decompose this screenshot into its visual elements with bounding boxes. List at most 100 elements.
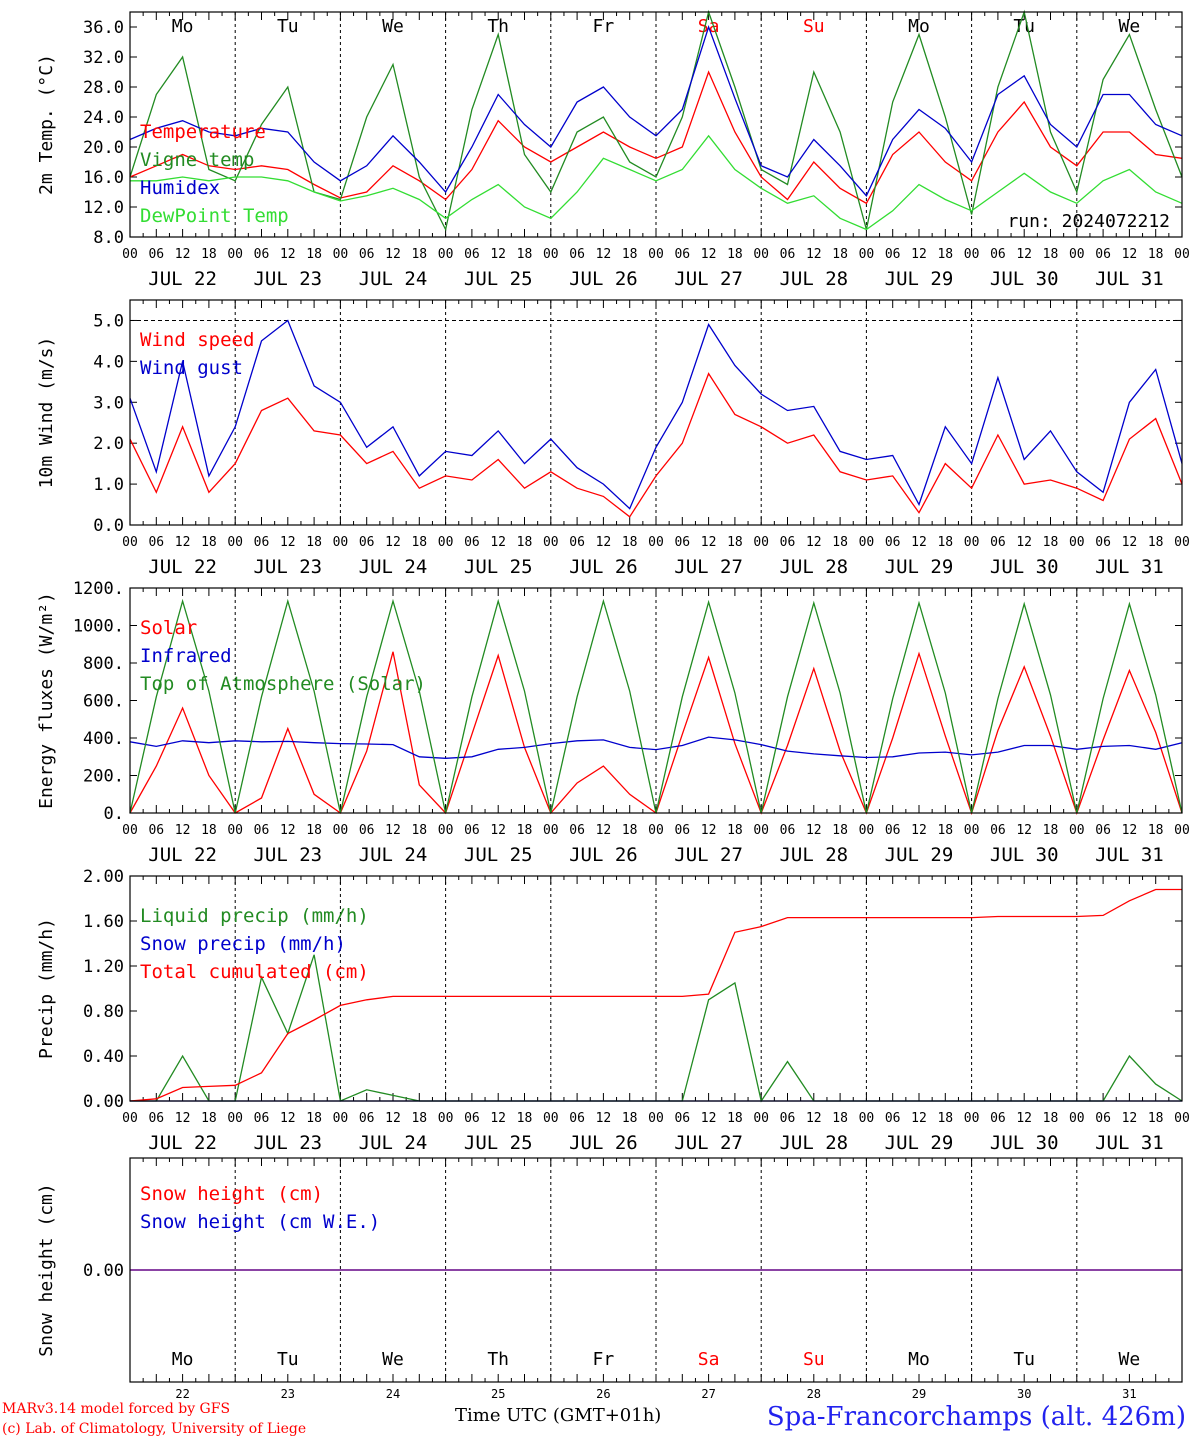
x-hour-label: 18 (727, 247, 743, 262)
y-tick-label: 400. (83, 729, 124, 749)
x-hour-label: 18 (411, 1111, 427, 1126)
x-hour-label: 00 (1174, 1111, 1190, 1126)
x-hour-label: 00 (227, 1111, 243, 1126)
series-line (129, 25, 1183, 197)
y-tick-label: 1.0 (93, 475, 124, 495)
panel-1: 8.0 12.0 16.0 20.0 24.0 28.0 32.0 36.0 00 06 12 18 J… (36, 9, 1190, 290)
x-hour-label: 00 (333, 535, 349, 550)
y-tick-label: 800. (83, 654, 124, 674)
x-hour-label: 12 (806, 1111, 822, 1126)
y-tick-label: 32.0 (83, 48, 124, 68)
weekday-label: Tu (1013, 16, 1035, 37)
x-hour-label: 00 (333, 247, 349, 262)
weekday-label: Fr (593, 16, 615, 37)
x-hour-label: 18 (1043, 247, 1059, 262)
x-hour-label: 06 (464, 1111, 480, 1126)
weekday-label: Mo (908, 16, 930, 37)
day-number-label: 28 (807, 1387, 821, 1401)
x-hour-label: 06 (254, 247, 270, 262)
x-hour-label: 06 (464, 535, 480, 550)
x-hour-label: 12 (1016, 823, 1032, 838)
model-credit: MARv3.14 model forced by GFS (2, 1401, 231, 1417)
x-hour-label: 06 (148, 247, 164, 262)
x-hour-label: 12 (175, 535, 191, 550)
day-number-label: 30 (1017, 1387, 1031, 1401)
weekday-label: Th (487, 16, 509, 37)
series-line (130, 134, 1183, 231)
series-line (129, 319, 1183, 510)
x-hour-label: 12 (280, 823, 296, 838)
x-hour-label: 12 (280, 247, 296, 262)
x-hour-label: 00 (543, 247, 559, 262)
x-day-label: JUL 31 (1095, 1132, 1164, 1154)
x-hour-label: 18 (1148, 247, 1164, 262)
x-hour-label: 00 (964, 823, 980, 838)
x-day-label: JUL 24 (359, 1132, 428, 1154)
y-tick-label: 0.0 (93, 516, 124, 536)
x-hour-label: 12 (701, 247, 717, 262)
y-tick-label: 3.0 (93, 393, 124, 413)
y-tick-label: 2.00 (83, 867, 124, 887)
x-hour-label: 06 (780, 535, 796, 550)
x-day-label: JUL 22 (148, 556, 217, 578)
x-hour-label: 06 (359, 823, 375, 838)
x-hour-label: 00 (438, 247, 454, 262)
x-hour-label: 12 (596, 247, 612, 262)
x-day-label: JUL 22 (148, 1132, 217, 1154)
x-hour-label: 06 (674, 247, 690, 262)
x-day-label: JUL 26 (569, 556, 638, 578)
x-hour-label: 18 (517, 823, 533, 838)
x-day-label: JUL 25 (464, 268, 533, 290)
panel-5: 0.00 Mo Tu We Th Fr Sa Su Mo Tu We 22 23 24 25 26 27 28 29… (36, 1157, 1183, 1401)
x-hour-label: 18 (306, 247, 322, 262)
x-hour-label: 06 (359, 535, 375, 550)
x-hour-label: 00 (122, 535, 138, 550)
x-hour-label: 12 (490, 1111, 506, 1126)
x-hour-label: 18 (1043, 1111, 1059, 1126)
x-hour-label: 12 (596, 535, 612, 550)
x-hour-label: 18 (517, 1111, 533, 1126)
x-hour-label: 00 (122, 247, 138, 262)
x-hour-label: 00 (964, 535, 980, 550)
weekday-label: Th (487, 1349, 509, 1370)
x-hour-label: 12 (175, 247, 191, 262)
x-hour-label: 00 (543, 535, 559, 550)
x-hour-label: 06 (674, 1111, 690, 1126)
location-title: Spa-Francorchamps (alt. 426m) (766, 1402, 1186, 1432)
x-hour-label: 00 (1069, 823, 1085, 838)
x-hour-label: 06 (885, 823, 901, 838)
x-hour-label: 12 (596, 823, 612, 838)
x-hour-label: 12 (385, 535, 401, 550)
x-day-label: JUL 28 (779, 1132, 848, 1154)
x-day-label: JUL 28 (779, 556, 848, 578)
x-hour-label: 06 (1095, 247, 1111, 262)
series-line (129, 70, 1183, 205)
panel-2: 0.0 1.0 2.0 3.0 4.0 5.0 00 06 12 18 JUL 22 00 06 12 18… (36, 299, 1190, 578)
x-day-label: JUL 28 (779, 268, 848, 290)
x-hour-label: 12 (385, 247, 401, 262)
legend-entry: Liquid precip (mm/h) (140, 905, 369, 927)
x-day-label: JUL 27 (674, 844, 743, 866)
day-number-label: 29 (912, 1387, 926, 1401)
x-hour-label: 06 (148, 535, 164, 550)
x-hour-label: 18 (937, 1111, 953, 1126)
x-hour-label: 18 (832, 535, 848, 550)
legend-entry: Humidex (140, 177, 220, 199)
legend-entry: Solar (140, 617, 197, 639)
x-hour-label: 06 (885, 1111, 901, 1126)
x-hour-label: 18 (201, 1111, 217, 1126)
x-hour-label: 12 (490, 247, 506, 262)
x-hour-label: 12 (280, 1111, 296, 1126)
x-hour-label: 12 (1122, 247, 1138, 262)
y-tick-label: 200. (83, 767, 124, 787)
y-axis-label: Snow height (cm) (36, 1183, 57, 1356)
series-line (129, 9, 1183, 232)
y-tick-label: 12.0 (83, 198, 124, 218)
x-hour-label: 00 (227, 535, 243, 550)
y-tick-label: 36.0 (83, 18, 124, 38)
x-hour-label: 06 (148, 823, 164, 838)
y-tick-label: 5.0 (93, 311, 124, 331)
x-hour-label: 12 (385, 823, 401, 838)
x-hour-label: 18 (411, 823, 427, 838)
weekday-label: We (382, 16, 404, 37)
